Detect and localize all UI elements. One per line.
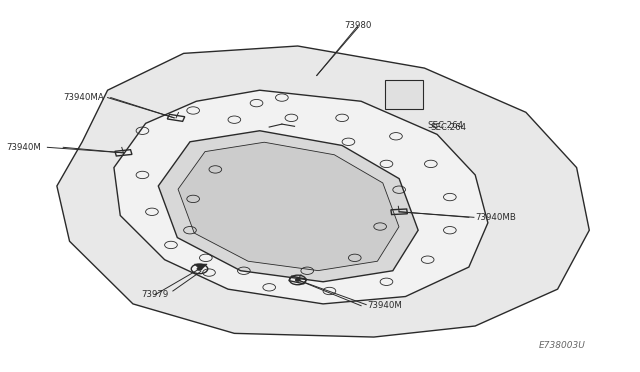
Polygon shape [57,46,589,337]
Circle shape [295,279,300,282]
Circle shape [197,267,202,270]
Text: 73940MB: 73940MB [476,213,516,222]
Text: E738003U: E738003U [540,341,586,350]
Text: 73980: 73980 [344,21,372,30]
Polygon shape [114,90,488,304]
Bar [115,150,132,156]
Text: 73940M: 73940M [6,143,41,152]
Polygon shape [158,131,418,282]
Text: 73940MA: 73940MA [63,93,104,102]
Text: SEC.264: SEC.264 [428,121,464,130]
Polygon shape [178,142,399,270]
Bar [289,276,307,284]
Bar [391,209,408,215]
Polygon shape [195,264,207,270]
FancyBboxPatch shape [385,80,422,109]
Bar [167,114,185,121]
Text: SEC.264: SEC.264 [431,122,467,132]
Text: 73940M: 73940M [367,301,403,310]
Text: 73979: 73979 [141,290,169,299]
